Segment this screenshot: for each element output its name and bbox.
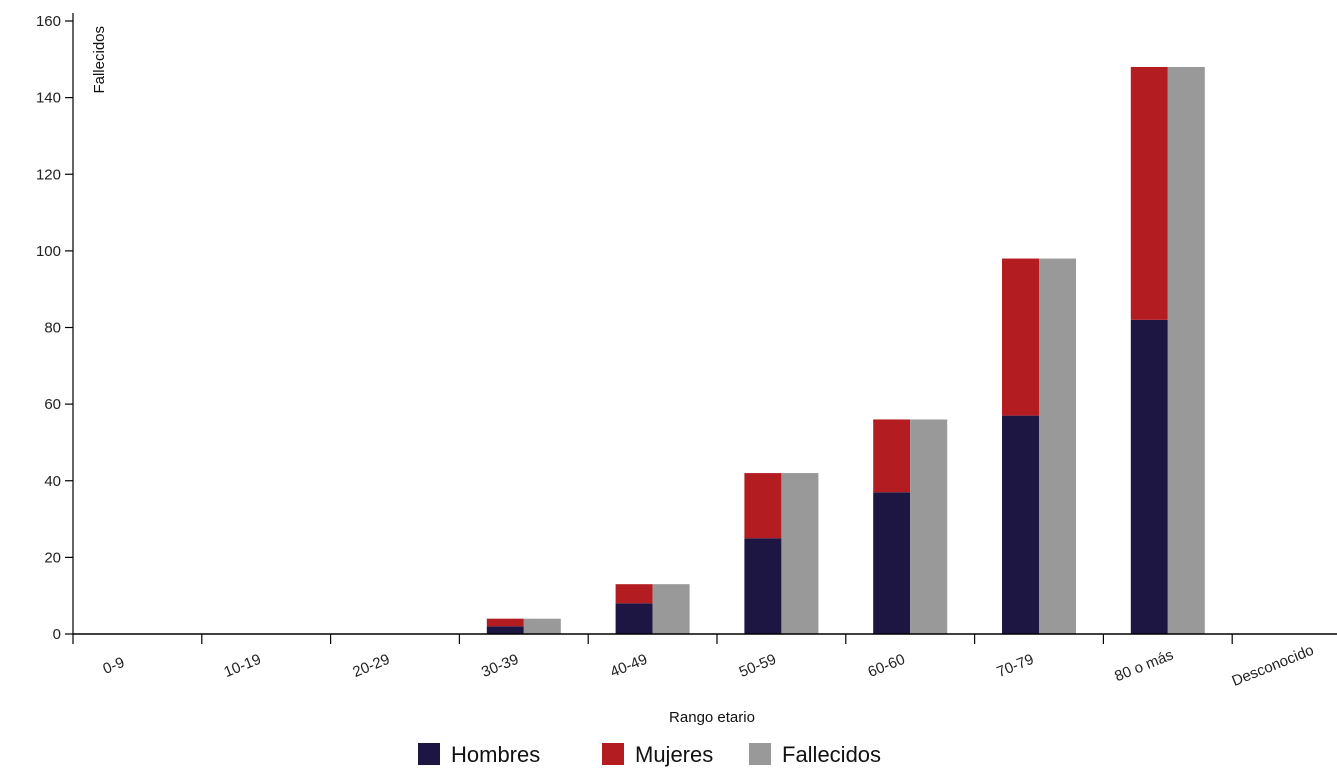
bar-hombres-9: [1130, 319, 1168, 634]
bar-fallecidos-6: [781, 473, 819, 634]
y-tick-label: 20: [44, 549, 61, 566]
x-axis: 0-9 10-19 20-29 30-39 40-49 50-59 60-60 70-79 80…: [72, 633, 1337, 690]
bar-hombres-6: [744, 538, 782, 634]
y-tick-label: 40: [44, 473, 61, 490]
legend-label: Hombres: [451, 742, 540, 767]
bar-fallecidos-8: [1039, 258, 1076, 634]
bar-fallecidos-4: [523, 618, 561, 634]
x-tick-label: 60-60: [866, 651, 908, 681]
bar-fallecidos-5: [652, 584, 690, 634]
bar-hombres-7: [873, 492, 911, 634]
x-tick-label: 10-19: [222, 651, 264, 681]
x-tick-label: 70-79: [994, 651, 1036, 681]
bar-mujeres-7: [873, 419, 911, 493]
bar-mujeres-8: [1002, 258, 1039, 416]
bar-mujeres-9: [1130, 66, 1168, 320]
legend-label: Fallecidos: [782, 742, 881, 767]
legend-swatch: [418, 743, 440, 765]
y-tick-label: 120: [36, 166, 61, 183]
x-tick-label: 80 o más: [1112, 646, 1176, 685]
bar-mujeres-5: [615, 584, 653, 604]
y-tick-label: 140: [36, 90, 61, 107]
y-tick-label: 80: [44, 320, 61, 337]
bar-fallecidos-7: [910, 419, 948, 634]
y-tick-label: 60: [44, 396, 61, 413]
legend-swatch: [602, 743, 624, 765]
bar-hombres-5: [615, 603, 653, 634]
bar-mujeres-6: [744, 473, 782, 539]
bar-fallecidos-9: [1167, 66, 1205, 635]
bar-mujeres-4: [486, 618, 524, 627]
y-tick-label: 100: [36, 243, 61, 260]
legend-item-mujeres: Mujeres: [602, 742, 713, 767]
bar-hombres-4: [486, 626, 524, 634]
bars-layer: [486, 66, 1205, 635]
x-axis-title: Rango etario: [669, 709, 755, 726]
legend-swatch: [749, 743, 771, 765]
legend-item-hombres: Hombres: [418, 742, 540, 767]
x-tick-label: 0-9: [100, 654, 126, 678]
x-tick-label: Desconocido: [1230, 642, 1317, 690]
x-tick-label: 50-59: [737, 651, 779, 681]
x-tick-label: 20-29: [350, 651, 392, 681]
y-tick-label: 0: [53, 626, 61, 643]
legend-label: Mujeres: [635, 742, 713, 767]
y-axis: 0 20 40 60 80 100 120 140 160: [36, 13, 74, 643]
bar-hombres-8: [1002, 415, 1039, 634]
x-tick-label: 40-49: [608, 651, 650, 681]
y-tick-label: 160: [36, 13, 61, 30]
x-tick-label: 30-39: [479, 651, 521, 681]
legend: Hombres Mujeres Fallecidos: [418, 742, 881, 767]
y-axis-title: Fallecidos: [91, 26, 108, 94]
legend-item-fallecidos: Fallecidos: [749, 742, 881, 767]
